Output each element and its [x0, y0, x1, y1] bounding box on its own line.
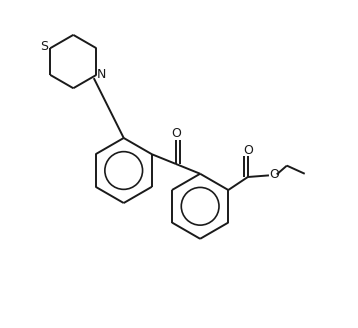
- Text: O: O: [270, 168, 280, 181]
- Text: O: O: [171, 127, 181, 140]
- Text: O: O: [243, 144, 253, 156]
- Text: N: N: [96, 68, 106, 81]
- Text: S: S: [40, 40, 48, 53]
